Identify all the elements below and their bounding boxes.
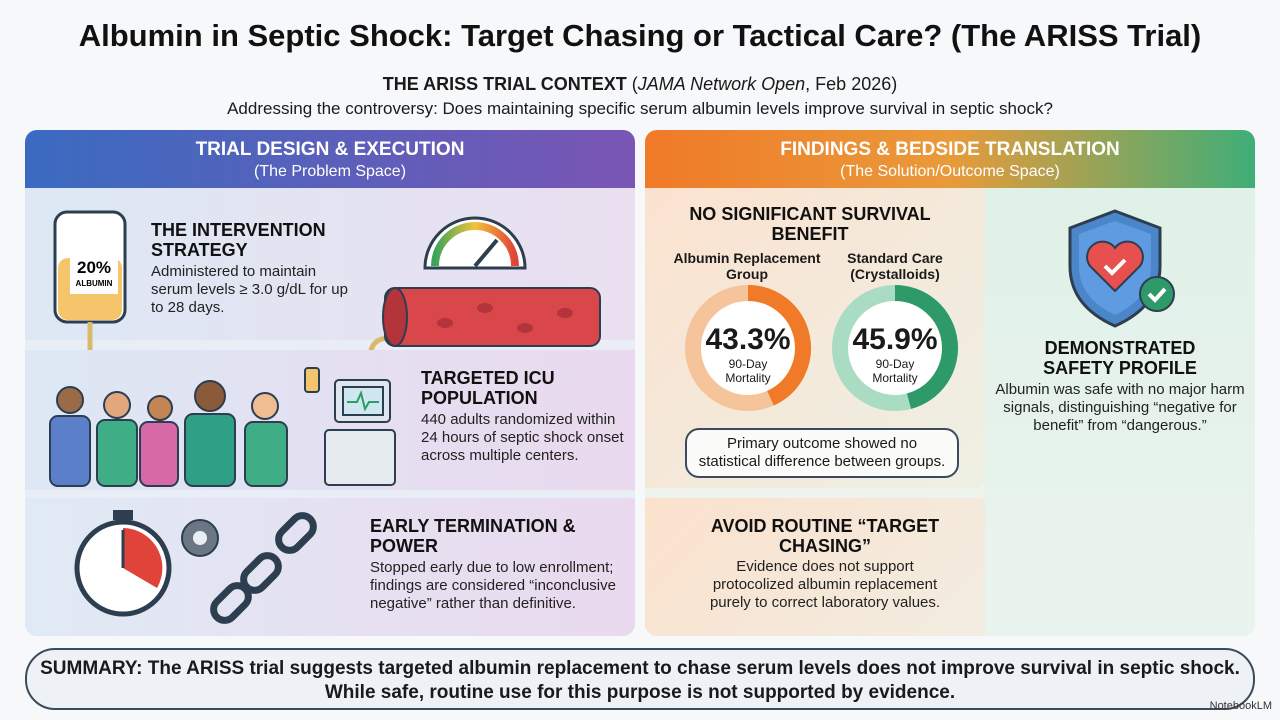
context-line: THE ARISS TRIAL CONTEXT (JAMA Network Op… <box>0 74 1280 95</box>
standard-mortality-label: 90-Day Mortality <box>872 357 918 385</box>
panel-header: FINDINGS & BEDSIDE TRANSLATION (The Solut… <box>645 130 1255 188</box>
intervention-title: THE INTERVENTION STRATEGY <box>151 220 326 260</box>
safety-title: DEMONSTRATED SAFETY PROFILE <box>1043 338 1197 378</box>
panel-title: TRIAL DESIGN & EXECUTION <box>195 139 465 160</box>
population-text: 440 adults randomized within 24 hours of… <box>421 411 624 464</box>
page-title: Albumin in Septic Shock: Target Chasing … <box>78 18 1202 53</box>
date: , Feb 2026) <box>805 74 898 94</box>
albumin-mortality-label: 90-Day Mortality <box>725 357 771 385</box>
avoid-title: AVOID ROUTINE “TARGET CHASING” <box>710 516 940 556</box>
bag-percent: 20% <box>77 258 111 277</box>
shield-heart-check-icon <box>1068 209 1175 328</box>
population-section: TARGETED ICU POPULATION 440 adults random… <box>25 350 635 490</box>
summary-box: SUMMARY: The ARISS trial suggests target… <box>25 648 1255 710</box>
donut-mortality-arc <box>894 285 958 409</box>
albumin-mortality-value: 43.3% <box>705 323 791 356</box>
primary-outcome-callout: Primary outcome showed no statistical di… <box>685 428 959 478</box>
population-title: TARGETED ICU POPULATION <box>421 368 555 408</box>
findings-panel: FINDINGS & BEDSIDE TRANSLATION (The Solut… <box>645 130 1255 636</box>
notebooklm-watermark: NotebookLM <box>1209 700 1272 712</box>
safety-text: Albumin was safe with no major harm sign… <box>995 381 1245 434</box>
panel-title: FINDINGS & BEDSIDE TRANSLATION <box>780 139 1120 160</box>
panel-header: TRIAL DESIGN & EXECUTION (The Problem Spa… <box>25 130 635 188</box>
panel-subtitle: (The Problem Space) <box>253 163 407 180</box>
bag-label: ALBUMIN <box>76 279 113 288</box>
group-label-albumin: Albumin Replacement Group <box>673 250 821 282</box>
journal: JAMA Network Open <box>637 74 806 94</box>
avoid-target-chasing-section: AVOID ROUTINE “TARGET CHASING” Evidence … <box>645 498 985 636</box>
icu-staff-icon <box>49 367 396 487</box>
stopwatch-gear-chain-icon <box>74 510 317 624</box>
avoid-text: Evidence does not support protocolized a… <box>709 558 941 611</box>
paren: ( <box>631 74 638 94</box>
mortality-donuts <box>685 285 958 411</box>
safety-section: DEMONSTRATED SAFETY PROFILE Albumin was … <box>985 188 1255 636</box>
intervention-text: Administered to maintain serum levels ≥ … <box>151 263 348 316</box>
context-question: Addressing the controversy: Does maintai… <box>227 99 1053 118</box>
standard-mortality-value: 45.9% <box>852 323 938 356</box>
findings-title: NO SIGNIFICANT SURVIVAL BENEFIT <box>689 204 931 244</box>
panel-subtitle: (The Solution/Outcome Space) <box>840 163 1060 180</box>
context-heading: THE ARISS TRIAL CONTEXT <box>382 74 627 94</box>
trial-design-panel: TRIAL DESIGN & EXECUTION (The Problem Spa… <box>25 130 635 636</box>
intervention-section: 20% ALBUMIN THE INTERVENTION STRATEGY Adm… <box>25 188 635 381</box>
group-label-standard: Standard Care (Crystalloids) <box>847 250 943 282</box>
survival-findings-section: NO SIGNIFICANT SURVIVAL BENEFIT Albumin … <box>645 188 985 488</box>
termination-title: EARLY TERMINATION & POWER <box>370 516 576 556</box>
donut-mortality-arc <box>747 285 811 406</box>
termination-text: Stopped early due to low enrollment; fin… <box>370 559 616 612</box>
termination-section: EARLY TERMINATION & POWER Stopped early d… <box>25 498 635 636</box>
